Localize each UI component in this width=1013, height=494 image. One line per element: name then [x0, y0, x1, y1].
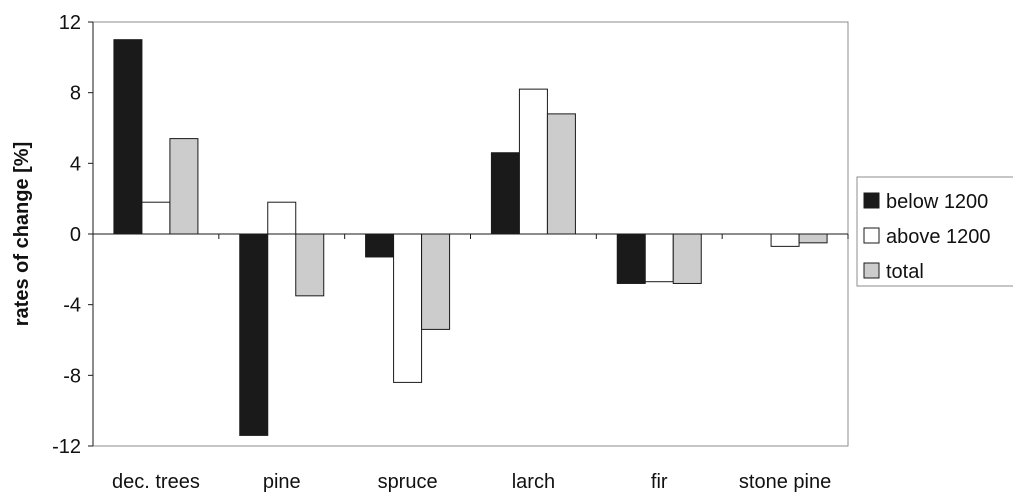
- bar-dec-trees-total: [169, 138, 199, 235]
- bar-spruce-total: [421, 233, 451, 330]
- legend-swatch-above-1200: [863, 227, 880, 244]
- x-tick-label-spruce: spruce: [378, 471, 438, 493]
- bar-larch-above-1200: [518, 88, 548, 235]
- y-axis-title: rates of change [%]: [11, 142, 33, 326]
- legend-swatch-total: [863, 262, 880, 279]
- y-tick-label: -12: [52, 436, 81, 458]
- bar-pine-below-1200: [239, 233, 269, 436]
- x-tick-labels: dec. trees pine spruce larch fir stone pine: [112, 471, 831, 493]
- x-tick-label-pine: pine: [263, 471, 301, 493]
- legend-box: [856, 176, 1013, 287]
- legend-swatch-below-1200: [863, 192, 880, 209]
- bar-stone-pine-total: [798, 233, 828, 244]
- x-tick-label-fir: fir: [651, 471, 668, 493]
- legend-label-total: total: [886, 261, 924, 283]
- bar-spruce-below-1200: [365, 233, 395, 258]
- bar-larch-total: [546, 113, 576, 235]
- legend-label-above-1200: above 1200: [886, 226, 991, 248]
- bar-larch-below-1200: [490, 152, 520, 235]
- y-tick-label: 4: [70, 153, 81, 175]
- bar-stone-pine-above-1200: [770, 233, 800, 247]
- y-tick-label: -8: [63, 365, 81, 387]
- x-tick-label-dec-trees: dec. trees: [112, 471, 200, 493]
- bar-fir-total: [672, 233, 702, 284]
- bar-pine-total: [295, 233, 325, 297]
- y-tick-label: 0: [70, 224, 81, 246]
- axes: [88, 21, 849, 447]
- bar-fir-above-1200: [644, 233, 674, 283]
- y-tick-labels: 12 8 4 0 -4 -8 -12: [52, 12, 81, 458]
- x-tick-label-larch: larch: [512, 471, 555, 493]
- bar-dec-trees-above-1200: [141, 201, 171, 235]
- y-tick-label: 8: [70, 83, 81, 105]
- bar-pine-above-1200: [267, 201, 297, 235]
- legend: below 1200 above 1200 total: [856, 176, 1013, 287]
- y-tick-label: 12: [59, 12, 81, 34]
- bar-dec-trees-below-1200: [113, 39, 143, 235]
- bar-spruce-above-1200: [393, 233, 423, 383]
- x-tick-label-stone-pine: stone pine: [739, 471, 831, 493]
- bar-fir-below-1200: [616, 233, 646, 284]
- y-tick-label: -4: [63, 295, 81, 317]
- legend-label-below-1200: below 1200: [886, 191, 988, 213]
